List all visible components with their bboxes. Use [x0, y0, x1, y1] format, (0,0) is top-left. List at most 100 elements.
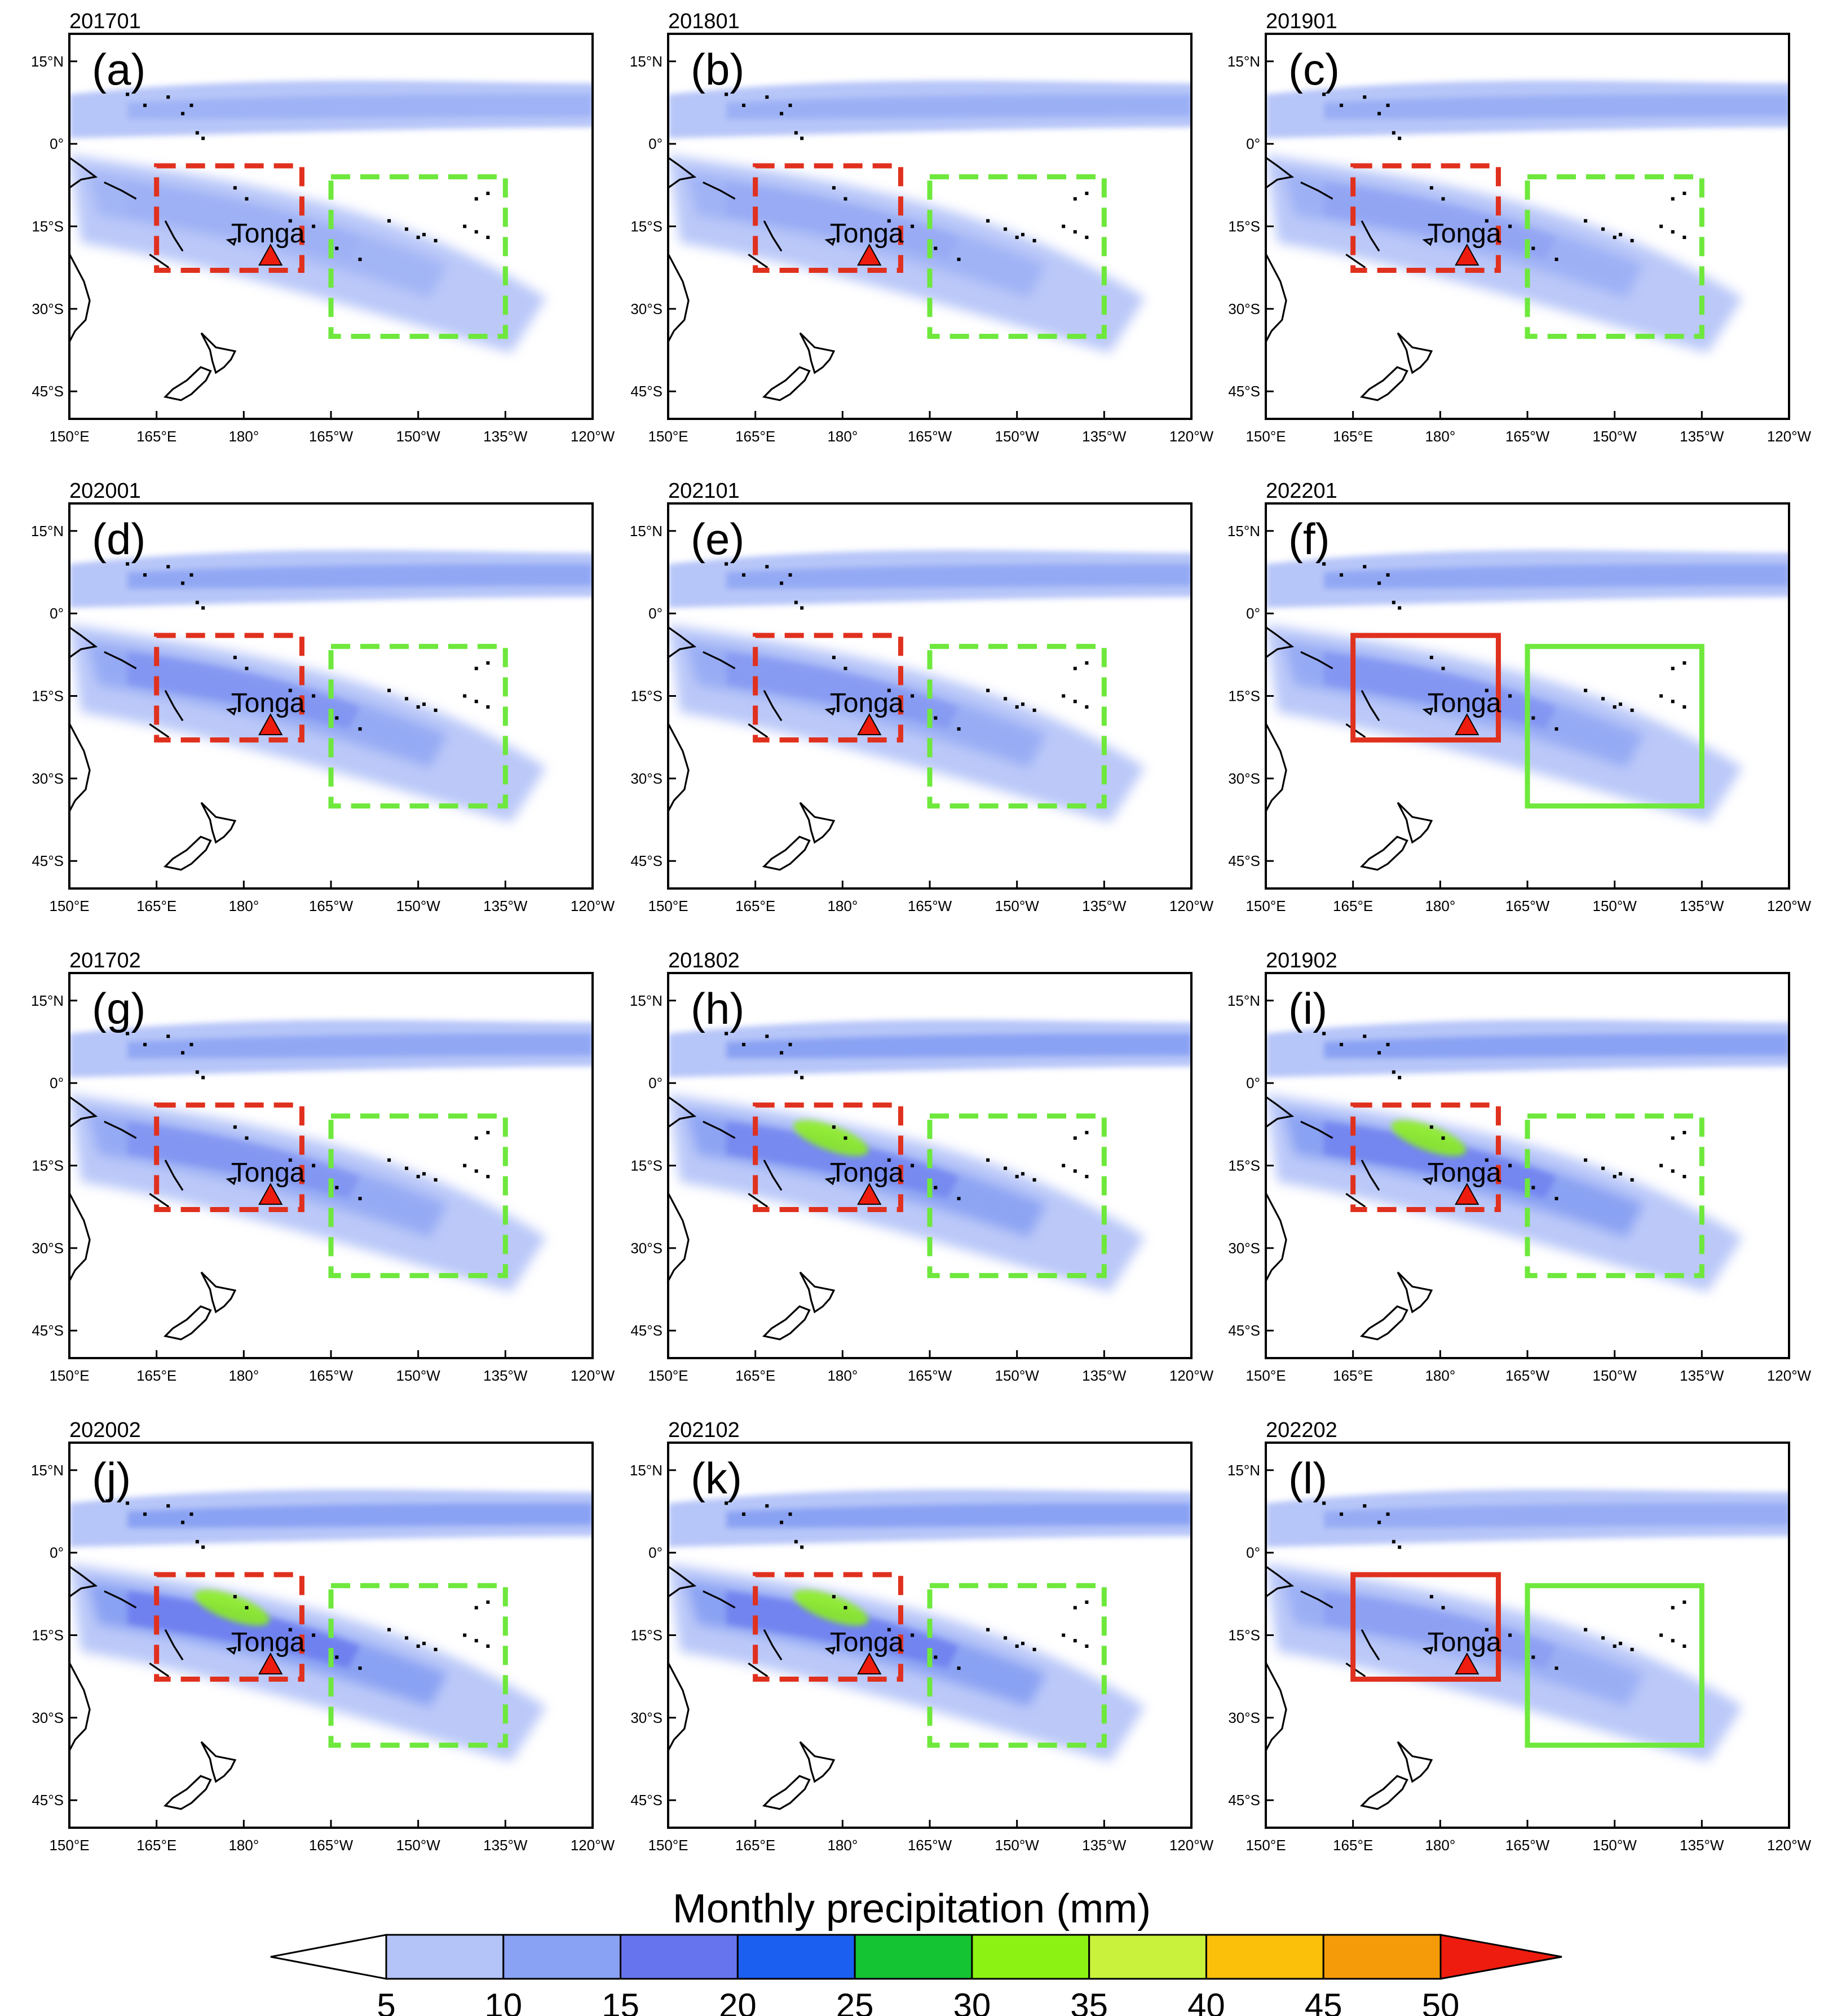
- lat-tick-label: 0°: [50, 605, 64, 622]
- panel-date: 202101: [668, 479, 740, 503]
- australia-coast: [1266, 1192, 1287, 1282]
- lat-tick-label: 15°N: [630, 1462, 663, 1479]
- precipitation-shading: [69, 1489, 593, 1762]
- lon-tick-label: 165°W: [908, 1837, 952, 1854]
- lon-tick-label: 165°W: [309, 1367, 354, 1384]
- australia-coast: [69, 723, 91, 812]
- lon-tick-label: 165°W: [908, 428, 952, 445]
- lon-tick-label: 180°: [1425, 428, 1455, 445]
- lon-tick-label: 135°W: [483, 1367, 528, 1384]
- colorbar-level-label: 45: [1305, 1987, 1342, 2016]
- australia-coast: [668, 1192, 690, 1282]
- tonga-label: Tonga: [830, 1158, 904, 1188]
- tonga-volcano-marker: [857, 713, 882, 736]
- lat-tick-label: 30°S: [1228, 770, 1260, 787]
- tonga-label: Tonga: [1428, 688, 1501, 718]
- tonga-label: Tonga: [830, 688, 904, 718]
- region-box-red: [154, 633, 304, 743]
- region-box-green: [1525, 1113, 1704, 1279]
- colorbar-level-label: 40: [1187, 1987, 1225, 2016]
- vanuatu: [1361, 220, 1380, 252]
- lon-tick-label: 165°E: [1333, 1837, 1373, 1854]
- fiji: [1422, 707, 1434, 716]
- lon-tick-label: 180°: [228, 428, 259, 445]
- lat-tick-label: 45°S: [1228, 1792, 1260, 1809]
- lat-tick-label: 30°S: [1228, 1709, 1260, 1726]
- precipitation-shading: [668, 1489, 1191, 1762]
- lon-tick-label: 120°W: [1767, 1837, 1812, 1854]
- lat-tick-label: 15°S: [32, 1157, 64, 1174]
- tonga-label: Tonga: [830, 1628, 904, 1657]
- colorbar-level-label: 35: [1070, 1987, 1108, 2016]
- region-box-green: [1525, 174, 1704, 339]
- solomon-islands: [104, 181, 137, 200]
- panel-letter: (a): [92, 45, 145, 94]
- lon-tick-label: 165°W: [309, 898, 354, 914]
- colorbar-bin: [1205, 1934, 1324, 1980]
- lon-tick-label: 165°E: [735, 1837, 775, 1854]
- australia-coast: [69, 1662, 91, 1752]
- lon-tick-label: 120°W: [1767, 1367, 1812, 1384]
- map-panel: Tonga (i) 201902 150°E 165°E 180° 165°W 150°W 13…: [1227, 949, 1812, 1384]
- lon-tick-label: 150°W: [396, 1837, 441, 1854]
- region-box-red: [753, 1572, 903, 1682]
- panel-date: 202201: [1266, 479, 1337, 503]
- precipitation-shading: [668, 550, 1191, 823]
- new-guinea-coast: [69, 1566, 98, 1598]
- precipitation-shading: [668, 1019, 1191, 1292]
- lon-tick-label: 150°E: [648, 1367, 688, 1384]
- colorbar-high-extension: [1439, 1934, 1562, 1980]
- fiji: [824, 707, 836, 716]
- region-box-green: [927, 174, 1107, 339]
- vanuatu: [763, 220, 783, 252]
- lon-tick-label: 150°W: [396, 1367, 441, 1384]
- lat-tick-label: 30°S: [630, 300, 663, 317]
- tonga-label: Tonga: [231, 1628, 305, 1657]
- panel-date: 201802: [668, 949, 740, 972]
- colorbar-bin: [620, 1934, 739, 1980]
- map-panels: Tonga (a) 201701 150°E 165°E 180° 165°W 150°W 13…: [31, 10, 1812, 1854]
- panel-letter: (h): [691, 984, 744, 1033]
- panel-letter: (k): [691, 1453, 742, 1503]
- lat-tick-label: 0°: [648, 605, 663, 622]
- lon-tick-label: 120°W: [571, 1837, 615, 1854]
- lat-tick-label: 15°N: [630, 992, 663, 1009]
- lon-tick-label: 165°W: [908, 1367, 952, 1384]
- lon-tick-label: 150°E: [1246, 1367, 1286, 1384]
- solomon-islands: [104, 1590, 137, 1609]
- colorbar-level-label: 5: [377, 1987, 395, 2016]
- coastlines: [69, 157, 237, 401]
- lat-tick-label: 0°: [50, 135, 64, 152]
- precipitation-shading: [1266, 550, 1789, 823]
- new-zealand-north-island: [799, 1741, 836, 1783]
- fiji: [1422, 1646, 1434, 1655]
- new-zealand-south-island: [762, 1775, 811, 1810]
- lon-tick-label: 150°E: [49, 1367, 89, 1384]
- tonga-volcano-marker: [1455, 713, 1479, 736]
- map-panel: Tonga (h) 201802 150°E 165°E 180° 165°W 150°W 13…: [630, 949, 1214, 1384]
- lon-tick-label: 180°: [827, 428, 858, 445]
- lon-tick-label: 150°E: [1246, 428, 1286, 445]
- lon-tick-label: 150°W: [396, 898, 441, 914]
- lon-tick-label: 150°E: [1246, 1837, 1286, 1854]
- new-zealand-south-island: [1359, 835, 1408, 871]
- solomon-islands: [703, 1590, 736, 1609]
- lon-tick-label: 165°W: [1505, 1837, 1550, 1854]
- australia-coast: [1266, 253, 1287, 343]
- lon-tick-label: 135°W: [1680, 898, 1724, 914]
- colorbar: Monthly precipitation (mm) 5 10 15 20 25 30 35…: [270, 1886, 1562, 2016]
- panel-date: 202002: [69, 1418, 141, 1442]
- panel-date: 201701: [69, 10, 141, 33]
- new-caledonia: [1345, 253, 1366, 268]
- colorbar-level-label: 50: [1422, 1987, 1460, 2016]
- australia-coast: [1266, 723, 1287, 812]
- new-zealand-south-island: [1359, 1305, 1408, 1341]
- tonga-volcano-marker: [1455, 244, 1479, 266]
- lat-tick-label: 45°S: [32, 1322, 64, 1339]
- australia-coast: [668, 723, 690, 812]
- tonga-volcano-marker: [258, 244, 283, 266]
- new-guinea-coast: [69, 157, 98, 189]
- coastlines: [69, 626, 237, 871]
- new-zealand-north-island: [799, 802, 836, 844]
- new-caledonia: [1345, 723, 1366, 738]
